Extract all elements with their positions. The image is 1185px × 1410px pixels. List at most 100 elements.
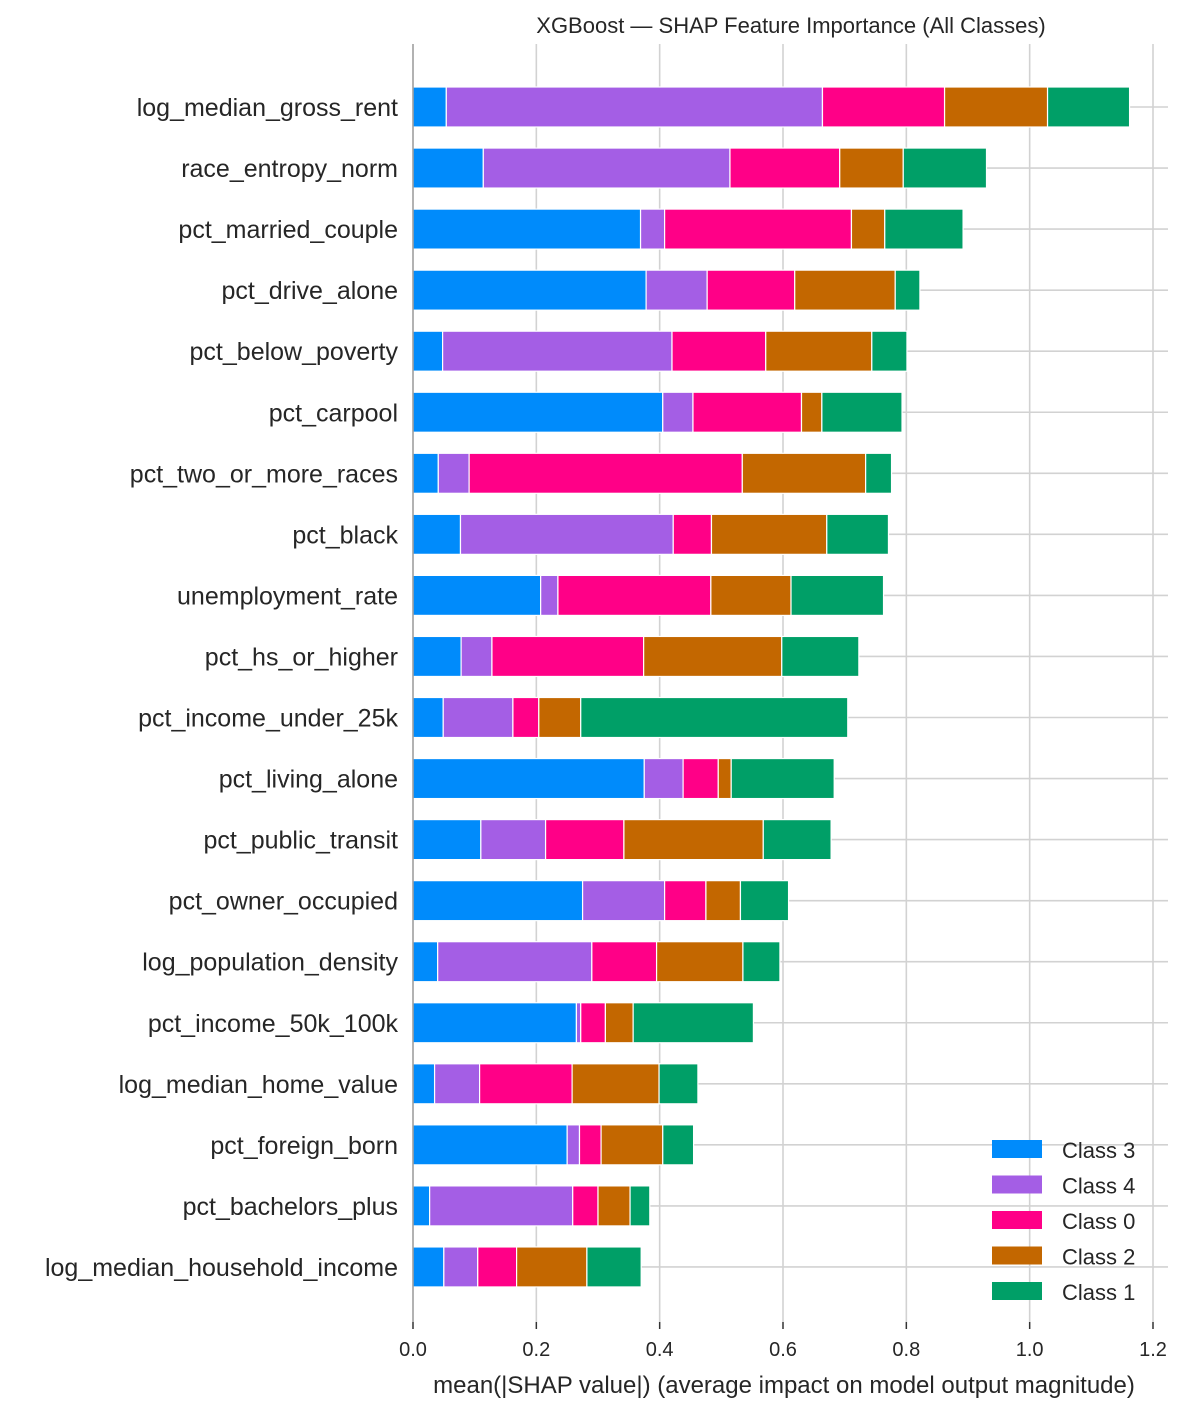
bar-segment	[557, 574, 712, 617]
bar-segment	[800, 391, 823, 433]
legend-swatch	[992, 1211, 1042, 1229]
bar-segment	[692, 391, 803, 433]
bar-segment	[706, 269, 796, 311]
bar-segment	[894, 269, 921, 311]
bar-segment	[572, 1185, 599, 1227]
bar-segment	[765, 330, 873, 372]
bar-segment	[662, 1124, 695, 1166]
bar-segment	[710, 574, 792, 617]
bar-segment	[412, 757, 645, 800]
bar-segment	[491, 635, 645, 678]
bar-segment	[729, 147, 841, 189]
bar-segment	[790, 574, 885, 617]
feature-label: pct_foreign_born	[210, 1132, 398, 1160]
legend-swatch	[992, 1140, 1042, 1158]
bar-segment	[1046, 86, 1131, 128]
bar-segment	[412, 147, 484, 189]
bar-segment	[459, 513, 674, 555]
bar-segment	[571, 1063, 660, 1105]
bar-segment	[643, 635, 783, 678]
bar-segment	[412, 452, 439, 494]
bar-segment	[437, 452, 470, 494]
chart-title: XGBoost — SHAP Feature Importance (All C…	[536, 13, 1045, 38]
bar-segment	[600, 1124, 664, 1166]
bar-segment	[865, 452, 893, 494]
bar-segment	[575, 1002, 582, 1044]
bar-segment	[581, 880, 666, 922]
bar-segment	[710, 513, 828, 555]
bar-segment	[663, 208, 853, 250]
bar-segment	[794, 269, 896, 311]
x-tick-label: 0.4	[646, 1339, 674, 1361]
feature-labels: log_median_gross_rent race_entropy_normpc…	[45, 94, 399, 1282]
bar-segment	[629, 1185, 651, 1227]
legend-label: Class 3	[1062, 1138, 1135, 1163]
x-tick-label: 0.6	[769, 1339, 797, 1361]
bar-segment	[741, 452, 867, 494]
bar-segment	[412, 941, 439, 983]
bar-segment	[597, 1185, 631, 1227]
legend-swatch	[992, 1282, 1042, 1300]
feature-label: pct_hs_or_higher	[205, 643, 398, 671]
x-tick-label: 0.0	[399, 1339, 427, 1361]
bar-segment	[515, 1246, 588, 1288]
bar-segment	[412, 818, 482, 861]
bar-segment	[781, 635, 860, 678]
bar-segment	[632, 1002, 755, 1044]
bar-segment	[460, 635, 493, 678]
bar-segment	[826, 513, 890, 555]
x-tick-label: 1.0	[1016, 1339, 1044, 1361]
bar-segment	[623, 818, 764, 861]
feature-label: pct_two_or_more_races	[130, 460, 398, 488]
feature-label: pct_drive_alone	[221, 277, 398, 305]
bar-segment	[412, 269, 647, 311]
feature-label: log_median_gross_rent	[137, 94, 398, 122]
bar-segment	[412, 208, 642, 250]
bar-segment	[445, 86, 824, 128]
bar-segment	[871, 330, 908, 372]
bar-segment	[604, 1002, 634, 1044]
x-tick-label: 1.2	[1139, 1339, 1167, 1361]
bar-segment	[566, 1124, 581, 1166]
feature-label: race_entropy_norm	[181, 155, 398, 183]
bar-segment	[821, 86, 946, 128]
feature-label: pct_income_under_25k	[138, 705, 398, 733]
bar-segment	[433, 1063, 481, 1105]
bar-segment	[412, 880, 584, 922]
feature-label: pct_living_alone	[219, 766, 398, 794]
feature-label: pct_carpool	[269, 399, 398, 427]
bar-segment	[412, 635, 462, 678]
x-tick-label: 0.2	[522, 1339, 550, 1361]
bar-segment	[479, 1063, 573, 1105]
bars	[412, 86, 1131, 1288]
legend-label: Class 1	[1062, 1280, 1135, 1305]
legend-swatch	[992, 1175, 1042, 1194]
bar-segment	[412, 1063, 436, 1105]
bar-segment	[762, 818, 832, 861]
bar-segment	[412, 391, 664, 433]
feature-label: log_population_density	[142, 949, 398, 977]
feature-label: pct_bachelors_plus	[183, 1193, 398, 1221]
bar-segment	[742, 941, 781, 983]
bar-segment	[477, 1246, 518, 1288]
bar-segment	[662, 391, 694, 433]
x-tick-label: 0.8	[892, 1339, 920, 1361]
bar-segment	[717, 757, 732, 800]
bar-segment	[412, 1002, 578, 1044]
bar-segment	[580, 1002, 607, 1044]
bar-segment	[739, 880, 790, 922]
bar-segment	[884, 208, 964, 250]
bar-segment	[540, 574, 559, 617]
feature-label: pct_below_poverty	[190, 338, 399, 366]
bar-segment	[671, 330, 767, 372]
bar-segment	[544, 818, 625, 861]
bar-segment	[730, 757, 835, 800]
bar-segment	[578, 1124, 602, 1166]
bar-segment	[412, 513, 462, 555]
bar-segment	[850, 208, 886, 250]
bar-segment	[412, 574, 542, 617]
bar-segment	[412, 1185, 431, 1227]
feature-label: pct_income_50k_100k	[148, 1010, 399, 1038]
bar-segment	[412, 86, 447, 128]
